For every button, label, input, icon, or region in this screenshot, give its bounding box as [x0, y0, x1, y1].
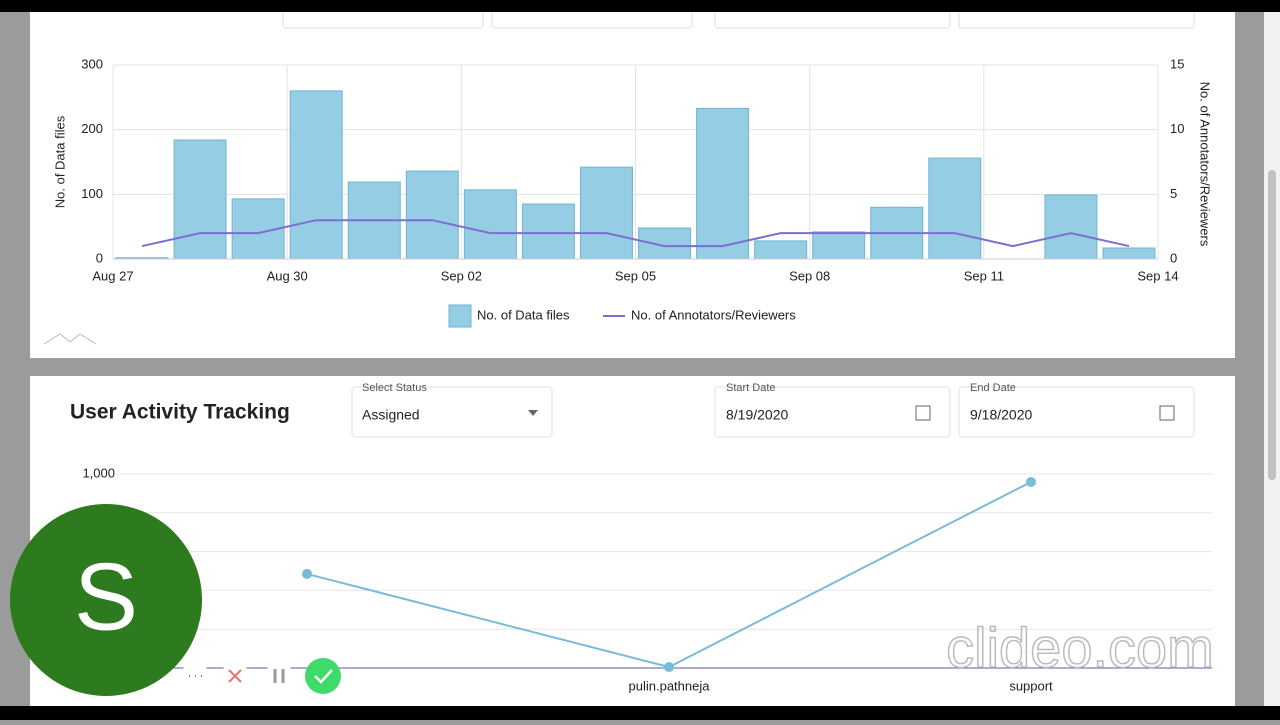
x-tick-label: Sep 11 [964, 268, 1004, 283]
bar [638, 227, 692, 260]
point [664, 662, 674, 673]
x-tick-label: Aug 30 [267, 268, 308, 283]
point [1026, 476, 1036, 487]
calendar-icon[interactable] [915, 405, 931, 421]
x-tick-label: Sep 02 [441, 268, 482, 283]
field-value: Assigned [362, 407, 420, 423]
logo [43, 333, 97, 345]
scrollbar-thumb[interactable] [1268, 170, 1276, 480]
confirm-icon [314, 669, 333, 684]
bar [1044, 194, 1098, 260]
pause-button[interactable] [265, 662, 293, 690]
field-label: End Date [970, 382, 1016, 394]
field-value: 8/19/2020 [726, 407, 788, 423]
bar [173, 139, 227, 260]
avatar [10, 504, 202, 696]
y2-tick-label: 5 [1170, 186, 1177, 201]
y-tick-label: 200 [81, 121, 103, 136]
y2-axis-label: No. of Annotators/Reviewers [1198, 82, 1213, 247]
x-tick-label: Sep 08 [789, 268, 830, 283]
field-label: Select Status [362, 382, 427, 394]
y-tick-label: 300 [81, 56, 103, 71]
x-tick-label: Sep 14 [1137, 268, 1178, 283]
line [141, 219, 1130, 248]
legend-swatch [448, 304, 472, 328]
cancel-icon [228, 669, 242, 683]
start-date[interactable] [714, 386, 951, 438]
bar [812, 231, 866, 260]
letterbox [0, 706, 1280, 720]
watermark: clideo.com [946, 616, 1214, 679]
end-date[interactable] [958, 386, 1195, 438]
field-value: 9/18/2020 [970, 407, 1032, 423]
x-tick-label: support [1009, 678, 1053, 693]
x-tick-label: pulin.pathneja [629, 678, 711, 693]
x-tick-label: Sep 05 [615, 268, 656, 283]
legend-label: No. of Data files [477, 307, 570, 322]
legend-label: No. of Annotators/Reviewers [631, 307, 796, 322]
bar [463, 189, 517, 260]
pause-icon [273, 669, 285, 683]
avatar-letter: S [74, 543, 138, 650]
letterbox [0, 0, 1280, 12]
bar [754, 240, 808, 260]
bar [405, 170, 459, 260]
y2-tick-label: 0 [1170, 250, 1177, 265]
bar [1102, 247, 1156, 260]
panel-title: User Activity Tracking [70, 401, 290, 424]
bar [521, 203, 575, 260]
y-axis-label: No. of Data files [52, 115, 67, 208]
y-tick-label: 0 [96, 250, 103, 265]
field-label: Start Date [726, 382, 776, 394]
point [302, 568, 312, 579]
bar [289, 90, 343, 260]
x-tick-label: Aug 27 [92, 268, 133, 283]
status-select[interactable] [351, 386, 553, 438]
bar [696, 107, 750, 260]
y2-tick-label: 15 [1170, 56, 1184, 71]
dropdown-arrow [528, 410, 538, 416]
y2-tick-label: 10 [1170, 121, 1184, 136]
bar [579, 166, 633, 260]
y-tick-label: 100 [81, 186, 103, 201]
y-tick-label: 1,000 [82, 465, 115, 480]
bar [928, 157, 982, 260]
calendar-icon[interactable] [1159, 405, 1175, 421]
confirm-button[interactable] [305, 658, 341, 694]
